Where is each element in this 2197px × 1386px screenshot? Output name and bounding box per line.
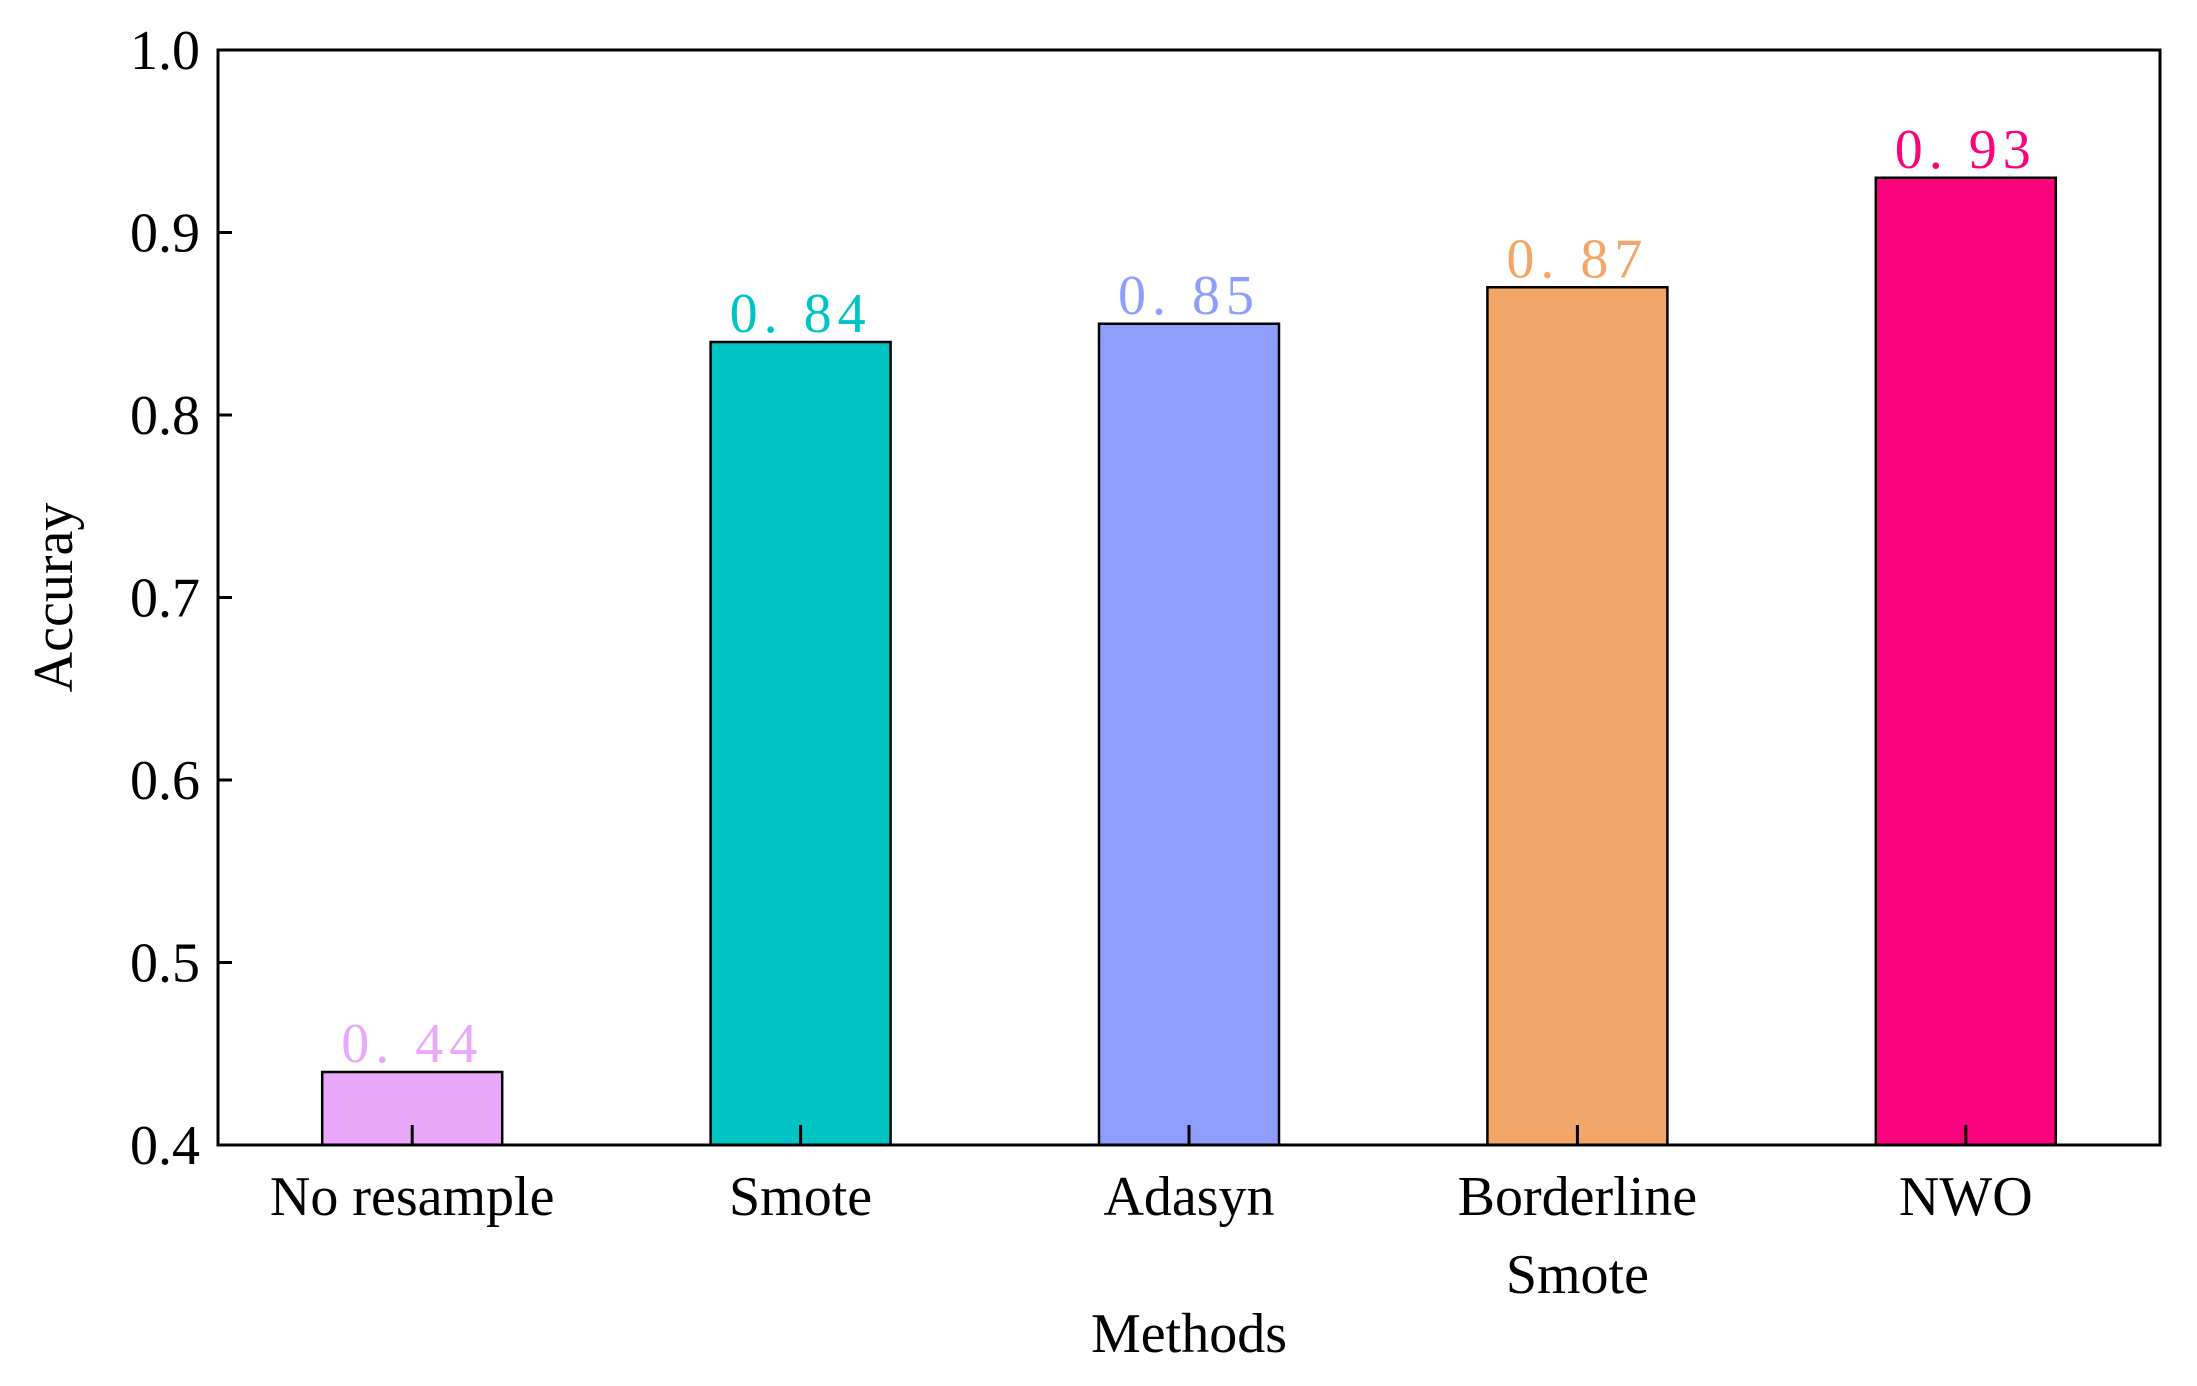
- bar: [709, 340, 892, 1147]
- bars-group: [320, 176, 2058, 1147]
- bar: [1486, 286, 1669, 1147]
- y-tick-label: 1.0: [130, 20, 200, 82]
- y-tick-label: 0.9: [130, 203, 200, 265]
- x-tick-label: Borderline: [1458, 1166, 1697, 1228]
- x-tick-label: Smote: [1506, 1244, 1649, 1306]
- y-tick-label: 0.7: [130, 568, 200, 630]
- y-axis-title: Accuray: [23, 503, 85, 693]
- y-axis: 0.4 0.5 0.6 0.7 0.8 0.9 1.0: [130, 20, 232, 1177]
- bar: [1874, 176, 2058, 1147]
- bar: [1097, 322, 1281, 1147]
- data-labels-group: 0. 44 0. 84 0. 85 0. 87 0. 93: [341, 119, 2037, 1075]
- x-tick-label: NWO: [1899, 1166, 2033, 1228]
- data-label: 0. 84: [730, 283, 872, 345]
- x-tick-label: No resample: [270, 1166, 555, 1228]
- data-label: 0. 87: [1506, 228, 1648, 290]
- x-tick-label: Adasyn: [1103, 1166, 1274, 1228]
- y-tick-label: 0.8: [130, 385, 200, 447]
- data-label: 0. 85: [1118, 265, 1260, 327]
- data-label: 0. 93: [1895, 119, 2037, 181]
- data-label: 0. 44: [341, 1013, 483, 1075]
- x-axis: No resample Smote Adasyn Borderline Smote NWO: [270, 1125, 2033, 1306]
- y-tick-label: 0.4: [130, 1115, 200, 1177]
- y-tick-label: 0.5: [130, 933, 200, 995]
- x-axis-title: Methods: [1091, 1303, 1287, 1365]
- y-tick-label: 0.6: [130, 750, 200, 812]
- x-tick-label: Smote: [729, 1166, 872, 1228]
